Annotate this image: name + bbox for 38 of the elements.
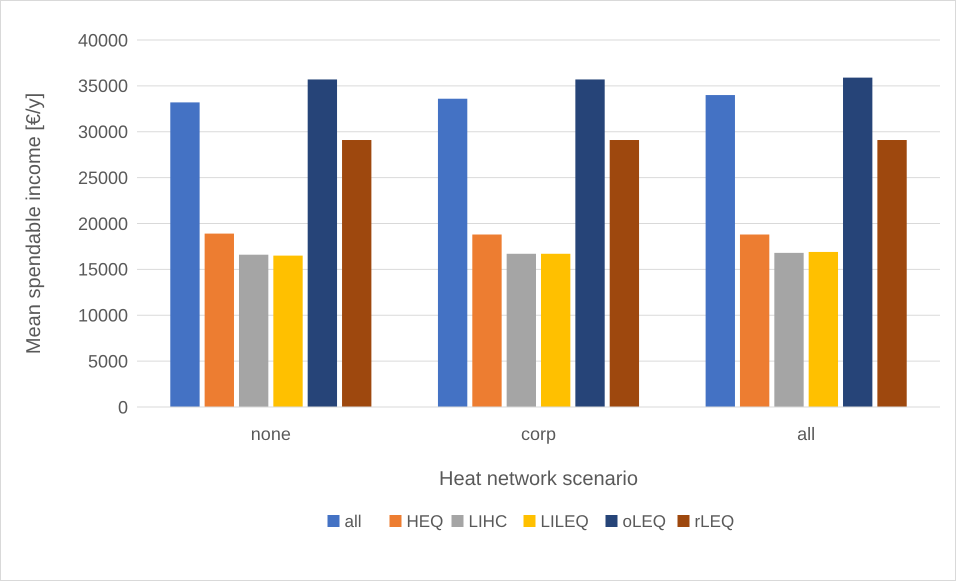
bar: [342, 140, 372, 407]
legend-label: oLEQ: [622, 512, 666, 531]
y-tick-label: 30000: [78, 122, 128, 142]
bar: [308, 79, 338, 407]
y-tick-label: 40000: [78, 30, 128, 50]
y-tick-label: 35000: [78, 76, 128, 96]
bar: [273, 256, 303, 407]
bar: [740, 234, 770, 407]
bar: [610, 140, 640, 407]
bar: [204, 234, 234, 407]
bar: [843, 78, 872, 407]
x-axis-title: Heat network scenario: [439, 468, 638, 490]
y-tick-label: 10000: [78, 306, 128, 326]
bar: [438, 98, 468, 407]
bar: [575, 79, 605, 407]
legend-label: HEQ: [406, 512, 444, 531]
legend-label: rLEQ: [694, 512, 734, 531]
legend-label: LILEQ: [540, 512, 589, 531]
bar: [506, 254, 536, 407]
bar: [238, 254, 268, 407]
y-axis-title: Mean spendable income [€/y]: [23, 92, 45, 354]
legend-label: all: [344, 512, 362, 531]
legend-label: LIHC: [468, 512, 508, 531]
y-tick-label: 0: [118, 397, 128, 418]
x-tick-label: all: [797, 424, 816, 444]
x-tick-label: none: [250, 424, 291, 444]
y-tick-label: 20000: [78, 214, 128, 234]
bar: [808, 252, 838, 407]
y-tick-label: 5000: [88, 351, 128, 372]
bar: [472, 234, 502, 407]
bar: [706, 95, 735, 407]
x-tick-label: corp: [520, 424, 556, 444]
bar: [774, 252, 804, 407]
bar: [170, 102, 200, 407]
y-tick-label: 25000: [78, 168, 128, 188]
bar: [541, 254, 570, 407]
y-tick-label: 15000: [78, 260, 128, 280]
bar: [877, 140, 907, 407]
